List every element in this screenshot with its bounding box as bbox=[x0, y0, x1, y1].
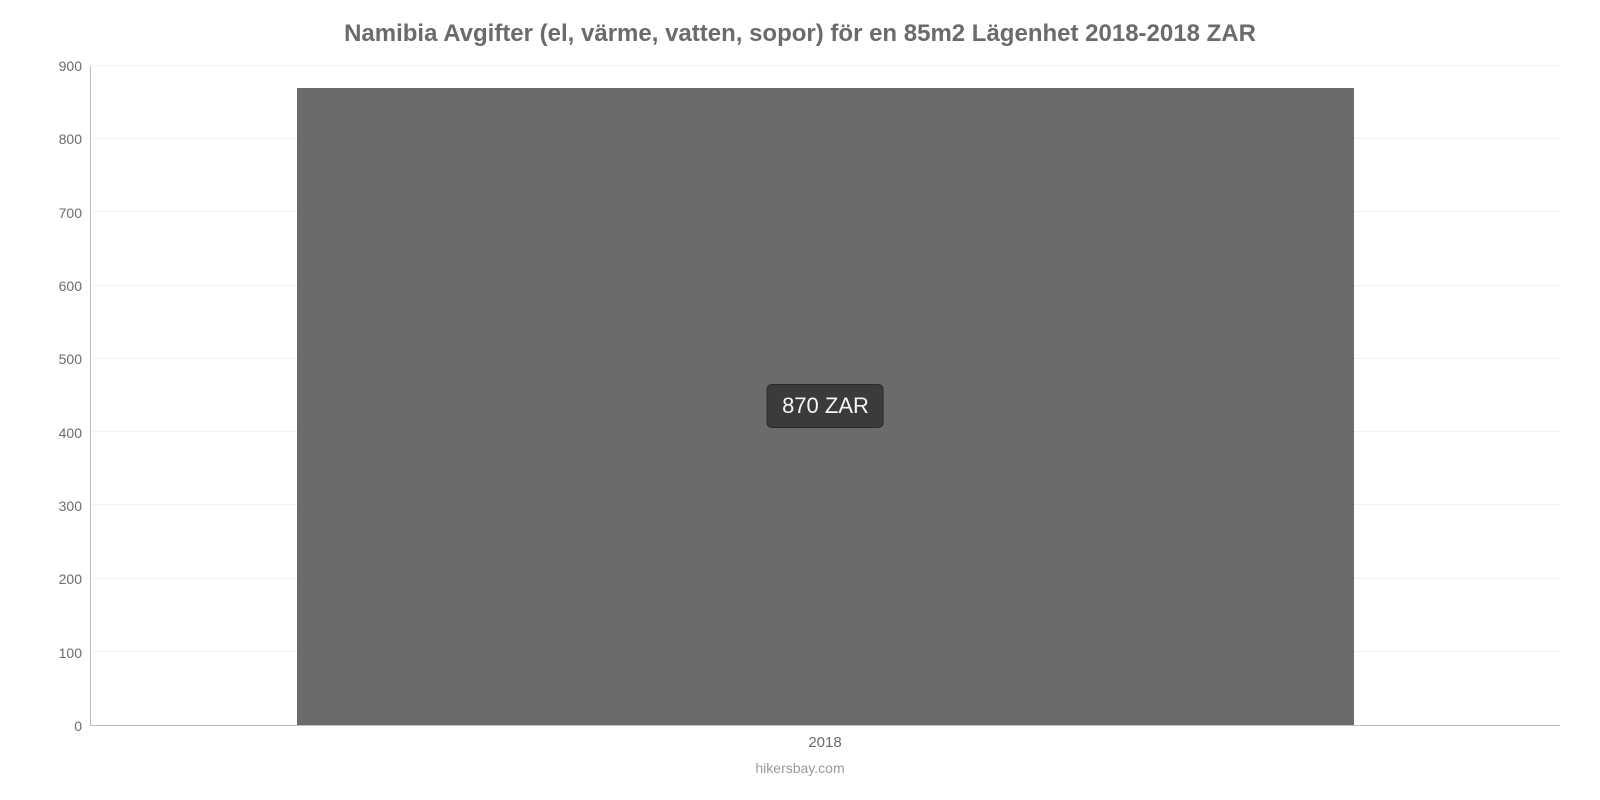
y-tick-label: 700 bbox=[59, 205, 82, 221]
x-axis: 2018 bbox=[90, 726, 1560, 756]
plot-row: 0100200300400500600700800900 870 ZAR bbox=[40, 66, 1560, 726]
y-tick-label: 0 bbox=[74, 718, 82, 734]
y-tick-label: 300 bbox=[59, 498, 82, 514]
y-tick-label: 500 bbox=[59, 351, 82, 367]
chart-title: Namibia Avgifter (el, värme, vatten, sop… bbox=[40, 20, 1560, 48]
y-tick-label: 400 bbox=[59, 425, 82, 441]
x-tick-label: 2018 bbox=[808, 734, 841, 751]
y-tick-label: 600 bbox=[59, 278, 82, 294]
plot-area: 870 ZAR bbox=[90, 66, 1560, 726]
y-tick-label: 100 bbox=[59, 645, 82, 661]
y-tick-label: 800 bbox=[59, 131, 82, 147]
y-axis: 0100200300400500600700800900 bbox=[40, 66, 90, 726]
bar[interactable]: 870 ZAR bbox=[297, 88, 1355, 725]
y-tick-label: 900 bbox=[59, 58, 82, 74]
grid-line bbox=[91, 65, 1560, 66]
bar-tooltip: 870 ZAR bbox=[767, 384, 884, 428]
bar-chart: Namibia Avgifter (el, värme, vatten, sop… bbox=[0, 0, 1600, 800]
chart-caption: hikersbay.com bbox=[40, 760, 1560, 776]
y-tick-label: 200 bbox=[59, 571, 82, 587]
